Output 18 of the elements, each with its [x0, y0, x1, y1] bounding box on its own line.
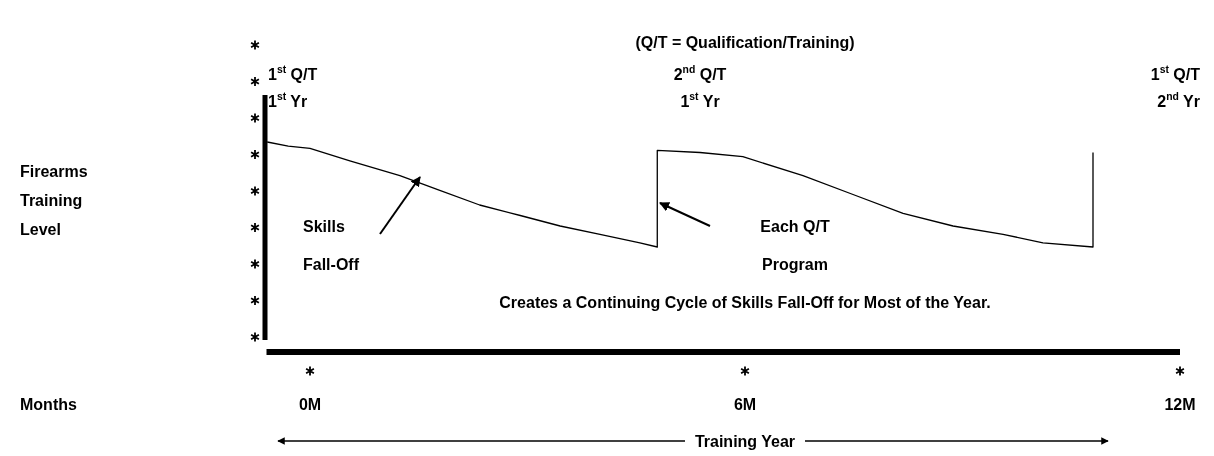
text: 1$^{st}$ Yr — [680, 91, 720, 110]
text: 1$^{st}$ Q/T — [1150, 64, 1201, 83]
text: 2$^{nd}$ Yr — [1157, 91, 1200, 110]
text: 1$^{st}$ Yr — [268, 91, 308, 110]
text: 1$^{st}$ Q/T — [268, 64, 318, 83]
text: 2$^{nd}$ Q/T — [673, 64, 727, 83]
text: Firearms Training Level — [20, 163, 88, 238]
x-tick-label: 6M — [733, 396, 757, 413]
annotation: Fall-Off — [303, 256, 360, 273]
text: Training Year — [694, 433, 796, 450]
x-tick-label: 12M — [1164, 396, 1196, 413]
annotation: Skills — [303, 218, 345, 235]
text: Months — [20, 396, 77, 413]
annotation: Each Q/T — [760, 218, 830, 235]
text: (Q/T = Qualification/Training) — [635, 34, 855, 51]
x-tick-label: 0M — [298, 396, 322, 413]
annotation: Creates a Continuing Cycle of Skills Fall-Off for Most of the Year. — [499, 294, 991, 311]
annotation: Program — [762, 256, 828, 273]
